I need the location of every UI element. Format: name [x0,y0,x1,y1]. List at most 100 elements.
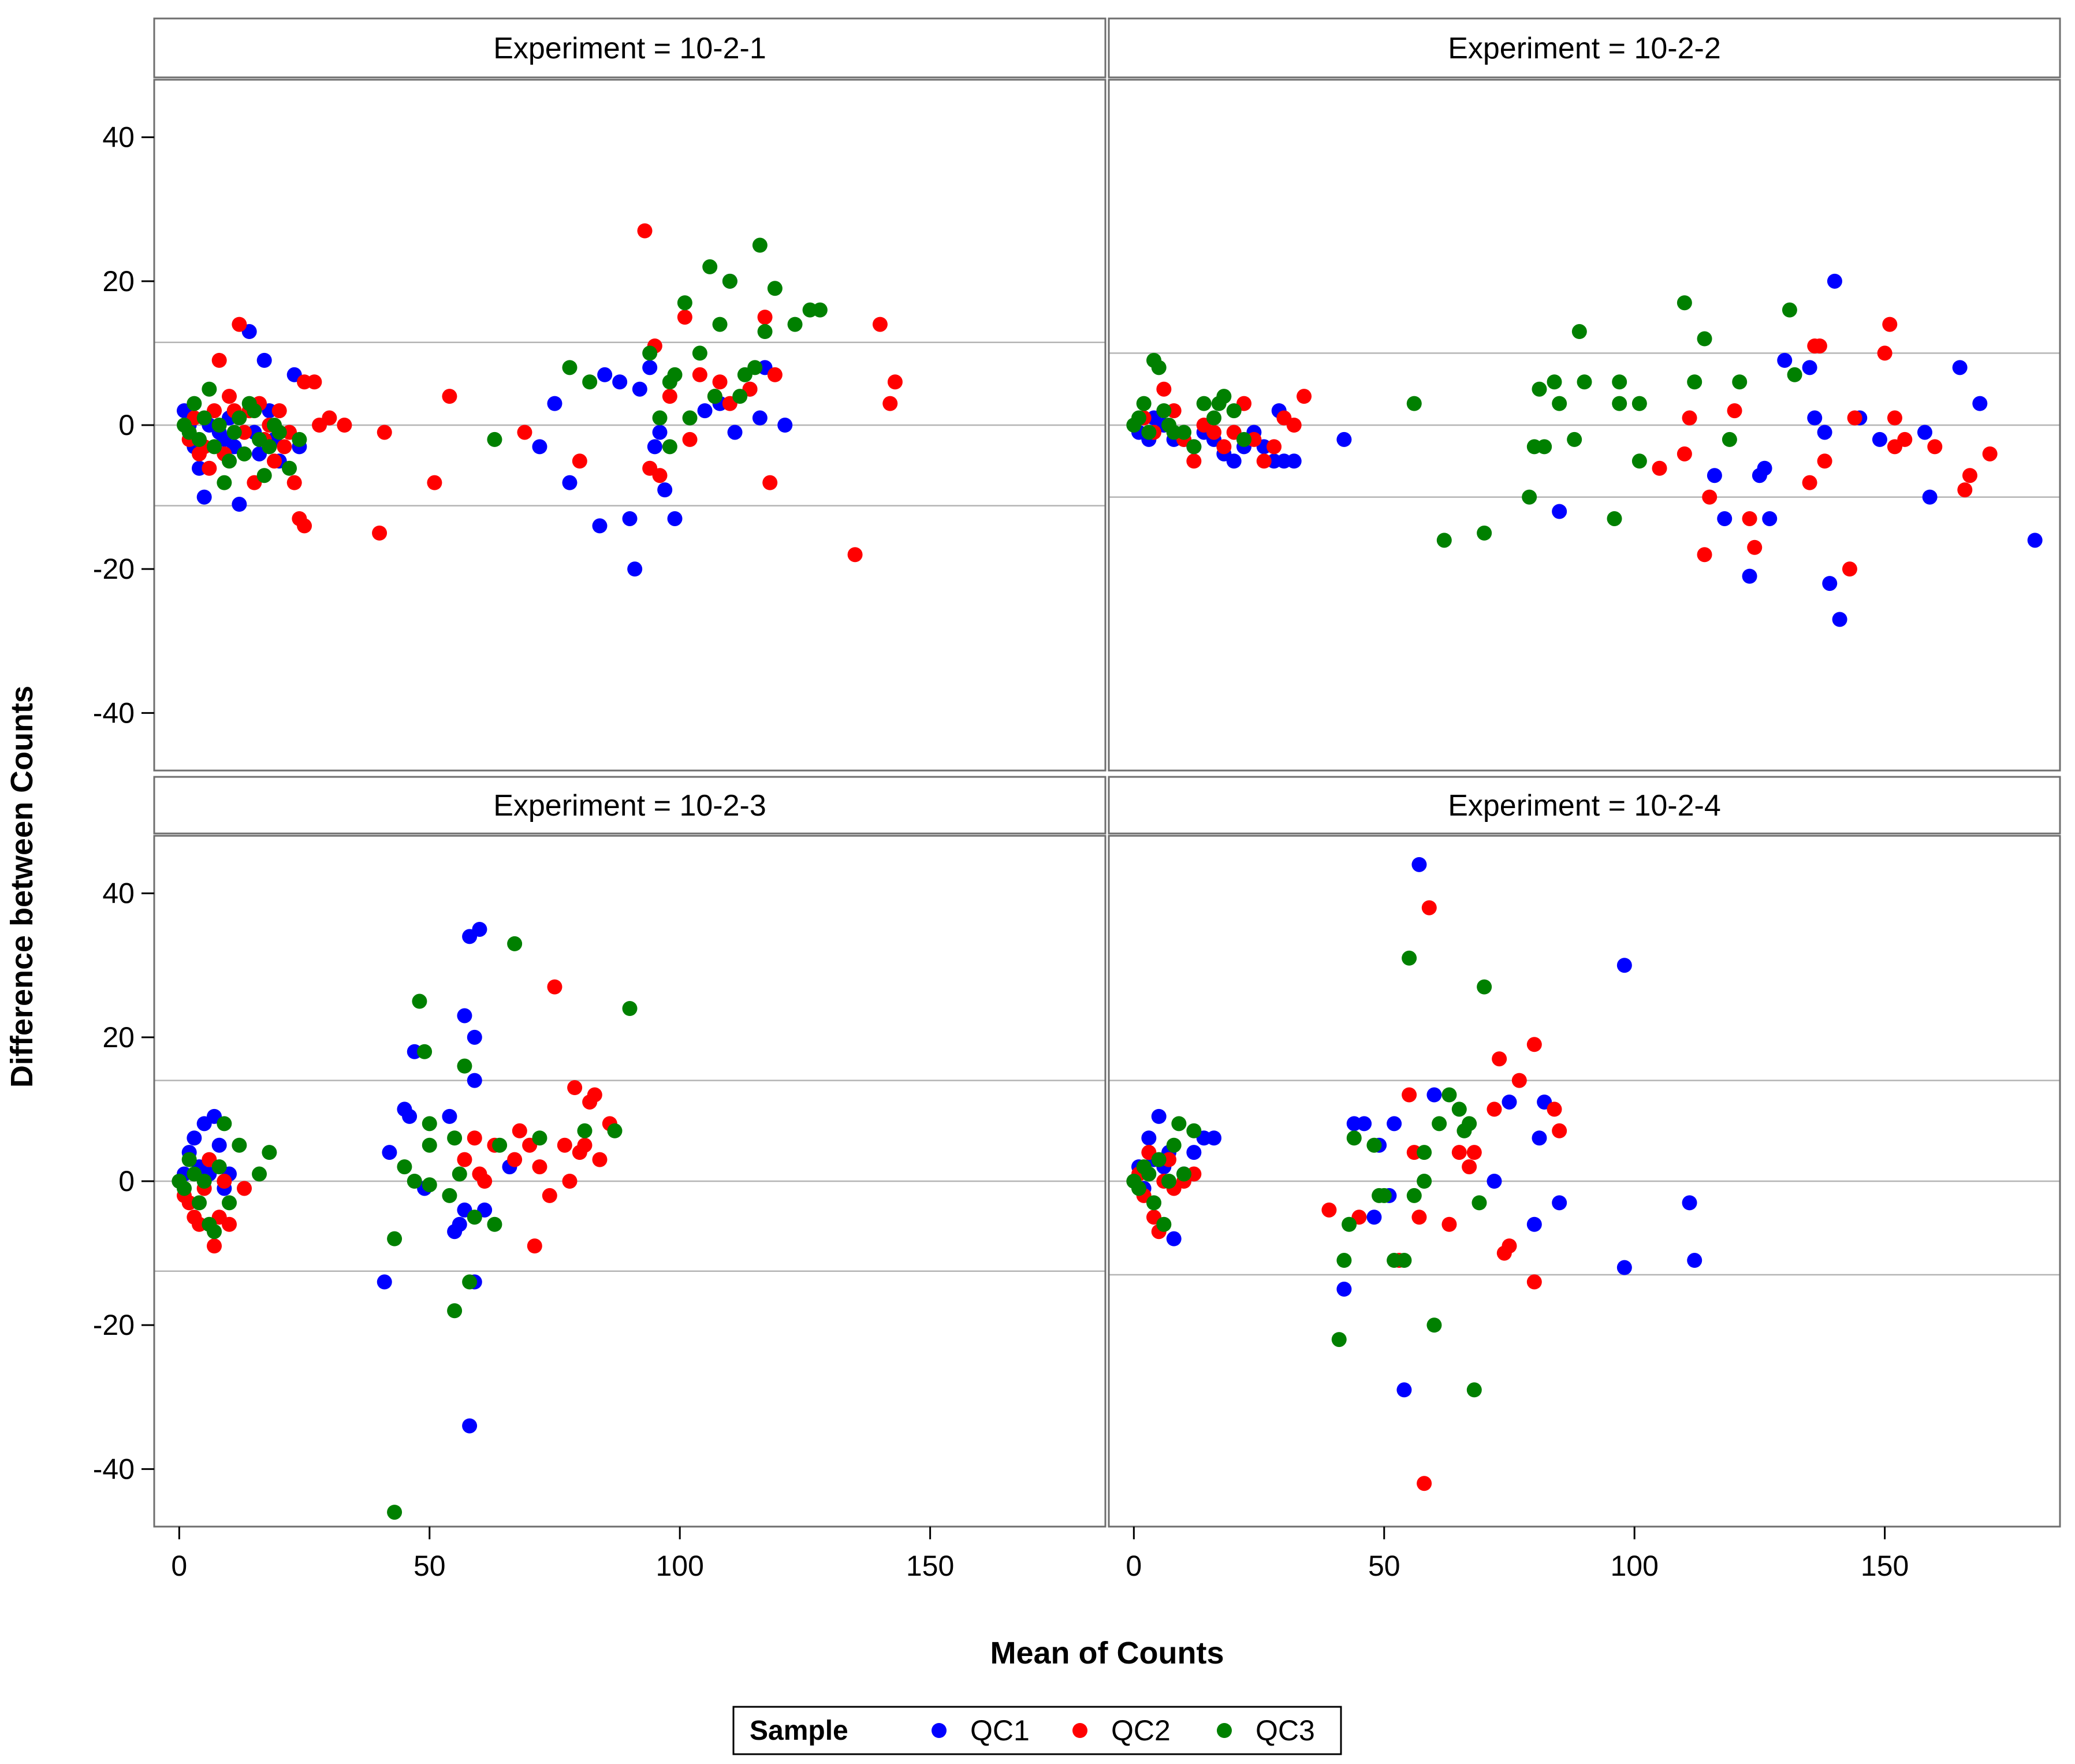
data-point-qc2 [692,367,707,382]
data-point-qc3 [1631,396,1647,411]
data-point-qc2 [1417,1476,1432,1491]
data-point-qc2 [1547,1101,1562,1117]
data-point-qc3 [442,1188,457,1203]
data-point-qc1 [1387,1116,1402,1132]
data-point-qc2 [1502,1238,1517,1254]
data-point-qc1 [1396,1382,1412,1398]
data-point-qc2 [547,979,562,995]
data-point-qc2 [847,547,863,563]
data-point-qc2 [277,439,292,455]
data-point-qc3 [712,317,728,332]
data-point-qc2 [271,403,287,419]
data-point-qc1 [457,1008,472,1024]
data-point-qc2 [757,310,773,325]
data-point-qc3 [1477,979,1492,995]
data-point-qc1 [647,439,662,455]
x-tick-label: 150 [906,1550,954,1582]
data-point-qc1 [1972,396,1988,411]
data-point-qc1 [232,497,247,512]
data-point-qc3 [1346,1130,1362,1146]
data-point-qc3 [1206,410,1222,426]
data-point-qc1 [697,403,713,419]
data-point-qc3 [196,410,212,426]
legend-label-qc3: QC3 [1256,1714,1315,1747]
data-point-qc3 [387,1505,403,1520]
data-point-qc2 [682,431,698,447]
data-point-qc3 [487,1216,502,1232]
data-point-qc2 [562,1174,578,1189]
data-point-qc3 [226,425,242,440]
data-point-qc3 [217,1116,232,1132]
data-point-qc3 [752,237,768,253]
data-point-qc2 [872,317,888,332]
data-point-qc2 [637,223,653,239]
data-point-qc1 [592,518,608,534]
panel-header-title: Experiment = 10-2-3 [493,789,766,823]
data-point-qc3 [1156,403,1172,419]
data-point-qc3 [787,317,803,332]
data-point-qc2 [1511,1073,1527,1088]
data-point-qc2 [477,1174,493,1189]
data-point-qc3 [422,1177,437,1193]
y-tick-label: -20 [93,553,135,585]
data-point-qc1 [1917,425,1932,440]
data-point-qc3 [487,431,502,447]
data-point-qc3 [1687,374,1703,390]
y-tick-label: 40 [102,877,135,910]
data-point-qc2 [467,1130,482,1146]
legend-label-qc2: QC2 [1111,1714,1171,1747]
data-point-qc1 [1186,1145,1202,1160]
data-point-qc3 [1631,453,1647,469]
data-point-qc3 [532,1130,547,1146]
data-point-qc2 [337,418,352,433]
data-point-qc3 [1432,1116,1447,1132]
data-point-qc2 [297,518,312,534]
data-point-qc3 [1417,1145,1432,1160]
data-point-qc2 [1897,431,1913,447]
data-point-qc3 [1406,396,1422,411]
data-point-qc3 [1612,396,1627,411]
data-point-qc3 [1336,1253,1352,1268]
y-tick-label: 40 [102,121,135,154]
data-point-qc1 [1286,453,1302,469]
data-point-qc1 [1616,958,1632,973]
data-point-qc2 [1877,345,1893,361]
data-point-qc1 [1526,1216,1542,1232]
data-point-qc2 [1847,410,1862,426]
data-point-qc2 [572,453,587,469]
y-axis-title-group: Difference between Counts [5,686,39,1088]
panel-header-title: Experiment = 10-2-4 [1448,789,1721,823]
data-point-qc2 [222,389,237,404]
data-point-qc3 [1166,1137,1182,1153]
data-point-qc3 [1406,1188,1422,1203]
data-point-qc1 [627,561,643,577]
data-point-qc3 [1567,431,1582,447]
data-point-qc2 [1186,453,1202,469]
data-point-qc3 [462,1274,478,1290]
data-point-qc2 [557,1137,572,1153]
panel-3: Experiment = 10-2-3 40 20 0 -20 -40 0 50 100 150 [93,776,1107,1582]
data-point-qc2 [377,425,392,440]
data-point-qc3 [1436,533,1452,548]
data-point-qc2 [1526,1274,1542,1290]
legend-label-qc1: QC1 [970,1714,1030,1747]
data-point-qc1 [1762,511,1778,526]
data-point-qc2 [1492,1051,1507,1067]
data-point-qc1 [1357,1116,1372,1132]
data-point-qc3 [1722,431,1737,447]
panel-header [1108,776,2061,835]
data-point-qc3 [222,1195,237,1211]
data-point-qc1 [1682,1195,1697,1211]
data-point-qc3 [667,367,683,382]
data-point-qc3 [767,281,783,296]
data-point-qc2 [286,475,302,490]
data-point-qc1 [657,482,673,498]
data-point-qc3 [1156,1216,1172,1232]
data-point-qc3 [642,345,658,361]
data-point-qc2 [1982,446,1998,462]
data-point-qc2 [1256,453,1272,469]
data-point-qc1 [1817,425,1832,440]
data-point-qc3 [1366,1137,1382,1153]
data-point-qc3 [507,936,523,951]
data-point-qc1 [532,439,547,455]
